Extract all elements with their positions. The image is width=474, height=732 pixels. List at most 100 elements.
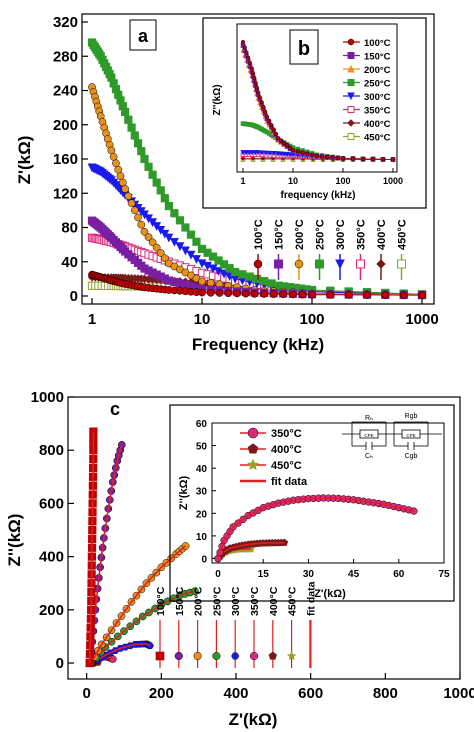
b-legend-marker [347, 133, 355, 140]
a-point [124, 115, 133, 124]
b-legend-label: 400°C [364, 119, 391, 130]
a-legend-label: 200°C [294, 219, 306, 250]
a-point [269, 290, 278, 298]
c-legend-marker [212, 651, 221, 661]
c-legend-marker [174, 651, 183, 661]
panel-a-letter: a [138, 26, 149, 46]
a-point [164, 201, 173, 211]
b-point [271, 127, 276, 132]
b-point [284, 143, 290, 148]
a-point [399, 291, 408, 299]
a-legend-label: 300°C [335, 219, 347, 250]
b-point [281, 140, 287, 145]
b-point [310, 152, 315, 157]
b-legend-label: 450°C [364, 133, 391, 144]
panel-c-inset-xlabel: Z'(kΩ) [314, 588, 346, 600]
ci-ytick-label: 30 [196, 487, 208, 498]
a-legend-label: 100°C [253, 219, 265, 250]
a-point [245, 272, 254, 281]
b-point [259, 150, 265, 156]
b-point [269, 122, 274, 128]
c-legend-marker [268, 651, 278, 660]
b-point [314, 153, 319, 159]
a-point [175, 242, 185, 252]
b-point [261, 104, 266, 109]
panel-c-inset-ylabel: Z''(kΩ) [178, 476, 190, 511]
panel-b-ylabel: Z''(kΩ) [212, 84, 223, 115]
b-point [278, 151, 284, 157]
c-xtick-label: 800 [373, 685, 398, 702]
b-point [240, 155, 246, 161]
b-legend-marker [347, 119, 355, 127]
panel-a-ylabel: Z'(kΩ) [15, 136, 34, 185]
ci-ytick-label: 20 [196, 509, 208, 520]
b-legend-marker [347, 52, 355, 59]
b-point [240, 150, 246, 156]
b-legend-label: 200°C [364, 65, 391, 76]
panel-c-inset-marks [213, 494, 418, 563]
a-point [181, 246, 190, 256]
b-legend-label: 250°C [364, 79, 391, 90]
b-point [273, 131, 278, 136]
b-point [380, 157, 386, 162]
a-legend-marker [397, 259, 406, 269]
panel-b-letter-box: b [289, 29, 319, 65]
b-point [360, 156, 366, 161]
panel-b-letter-frame [289, 29, 319, 65]
a-ytick-label: 0 [70, 288, 78, 305]
a-point [156, 186, 165, 195]
a-ytick-label: 200 [53, 117, 78, 134]
a-point [250, 290, 259, 298]
a-ytick-label: 120 [53, 185, 78, 202]
panel-b-marks [240, 39, 396, 163]
b-point [264, 114, 269, 119]
a-point [112, 159, 120, 168]
b-point [257, 95, 262, 100]
panel-b-letter: b [298, 38, 310, 60]
a-point [160, 194, 169, 203]
a-point [203, 261, 212, 271]
b-legend-marker [347, 106, 355, 113]
a-point [260, 277, 269, 286]
a-legend-marker [335, 259, 345, 270]
c-legend-label: 100°C [155, 586, 167, 616]
panel-c-inset-frame [169, 404, 455, 602]
panel-a-legend: 100°C 150°C 200°C 250°C 300°C 350°C 400°C 450°C [253, 219, 409, 280]
circuit-c1-label: Cₕ [365, 453, 373, 460]
c-series-150 [86, 441, 126, 667]
panel-c-xlabel: Z'(kΩ) [229, 710, 278, 729]
a-point [121, 107, 130, 117]
a-ytick-label: 320 [53, 14, 78, 31]
ci-xtick-label: 60 [393, 569, 405, 580]
ci-point [280, 538, 289, 546]
b-legend-label: 350°C [364, 106, 391, 117]
a-point [252, 274, 262, 283]
a-point [121, 185, 129, 193]
a-point [127, 123, 136, 132]
a-point [107, 146, 116, 155]
b-point [267, 118, 272, 123]
panel-b-frame [202, 17, 427, 209]
c-ytick-label: 600 [39, 495, 64, 512]
b-point [370, 157, 376, 162]
c-legend-marker [286, 650, 297, 661]
c-series-100 [85, 427, 98, 668]
ci-fit-line [217, 497, 415, 559]
ci-legend-label: 450°C [271, 460, 302, 472]
a-point [156, 249, 165, 257]
c-fit-line [92, 643, 151, 664]
a-legend-label: 450°C [397, 219, 409, 250]
ci-ytick-label: 60 [196, 419, 208, 430]
c-fit-line [90, 545, 187, 664]
c-fit-line [88, 431, 95, 664]
circuit-cpe-1-label: CPE [364, 433, 373, 438]
b-legend-label: 300°C [364, 92, 391, 103]
b-series-100 [240, 39, 396, 162]
b-legend-marker [347, 92, 355, 101]
a-legend-label: 150°C [274, 219, 286, 250]
panel-a-marks [87, 38, 427, 300]
c-series-200 [87, 542, 190, 667]
a-point [198, 288, 206, 297]
